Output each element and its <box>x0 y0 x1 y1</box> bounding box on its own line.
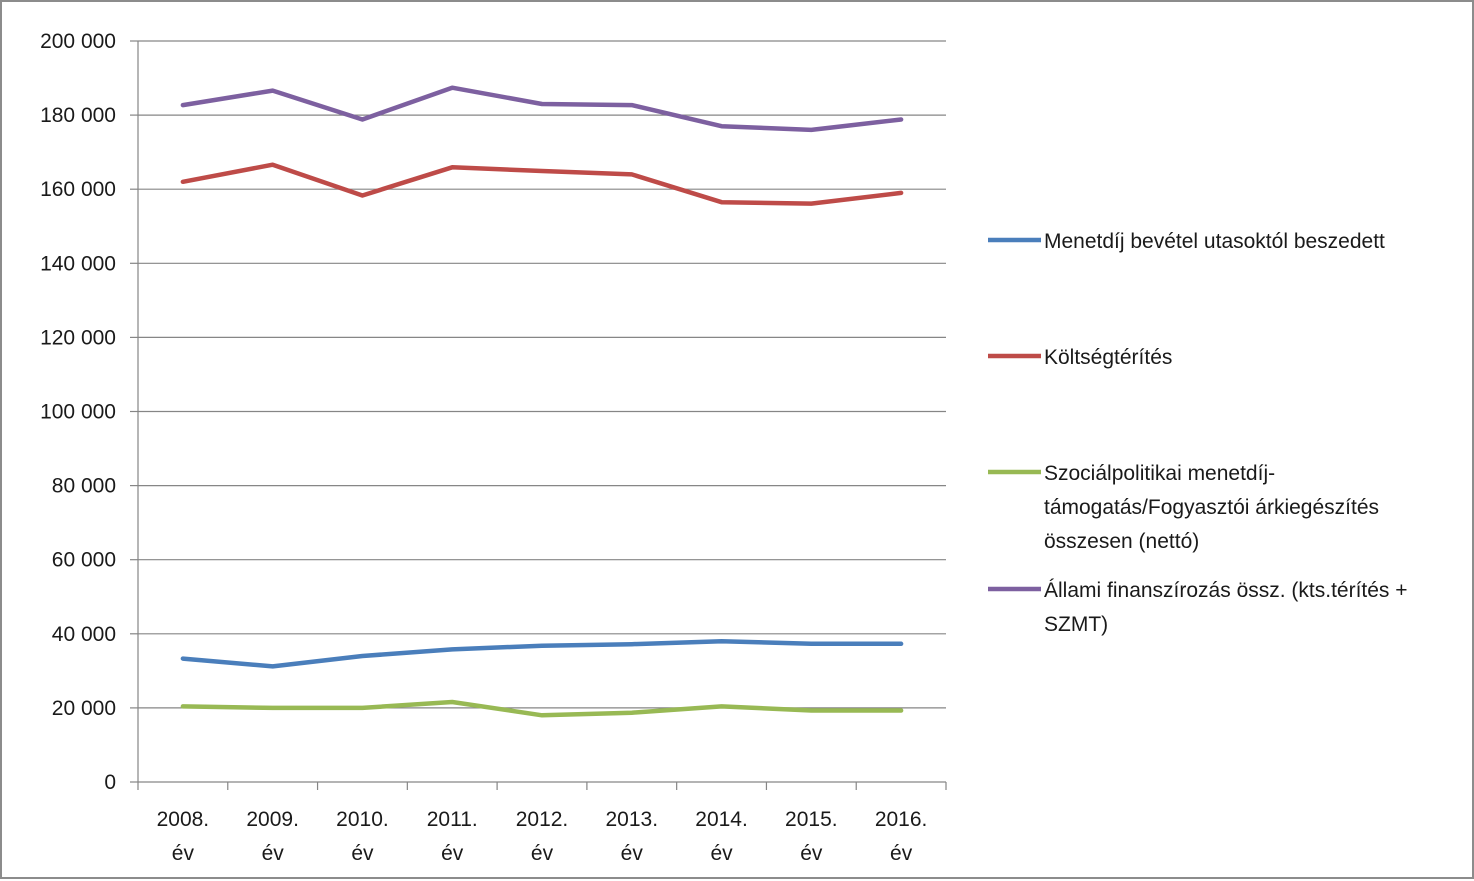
x-tick-label: 2012. év <box>516 808 569 865</box>
y-tick-label: 180 000 <box>40 104 116 127</box>
series-line-4 <box>180 85 904 133</box>
x-tick-label: 2013. év <box>605 808 658 865</box>
x-tick-label: 2015. év <box>785 808 838 865</box>
legend-label: Költségtérítés <box>1044 346 1172 369</box>
y-tick-label: 200 000 <box>40 30 116 53</box>
x-tick-label: 2008. év <box>157 808 210 865</box>
y-tick-label: 80 000 <box>52 475 116 498</box>
legend: Menetdíj bevétel utasoktól beszedett Költ… <box>988 230 1408 636</box>
y-tick-label: 160 000 <box>40 178 116 201</box>
axes <box>130 40 947 790</box>
y-tick-label: 120 000 <box>40 326 116 349</box>
legend-label: Szociálpolitikai menetdíj-támogatás/Fogy… <box>1044 462 1379 553</box>
x-tick-labels: 2008. év 2009. év 2010. év 2011. év 2012. év 2013.… <box>157 808 928 865</box>
x-tick-label: 2011. év <box>427 808 478 865</box>
legend-label: Állami finanszírozás össz. (kts.térítés … <box>1044 579 1408 636</box>
x-tick-label: 2014. év <box>695 808 748 865</box>
y-tick-label: 60 000 <box>52 549 116 572</box>
y-tick-label: 40 000 <box>52 623 116 646</box>
legend-label: Menetdíj bevétel utasoktól beszedett <box>1044 230 1385 253</box>
series-line-3 <box>180 699 904 718</box>
series-lines <box>180 85 904 718</box>
gridlines <box>138 40 946 709</box>
series-line-1 <box>180 638 904 669</box>
y-tick-label: 100 000 <box>40 401 116 424</box>
y-tick-label: 20 000 <box>52 697 116 720</box>
x-tick-label: 2016. év <box>875 808 928 865</box>
y-tick-labels: 0 20 000 40 000 60 000 80 000 100 000 120 000 1… <box>40 30 116 794</box>
x-tick-label: 2009. év <box>246 808 299 865</box>
series-line-2 <box>180 162 904 206</box>
y-tick-label: 0 <box>104 771 116 794</box>
x-tick-label: 2010. év <box>336 808 389 865</box>
y-tick-label: 140 000 <box>40 252 116 275</box>
